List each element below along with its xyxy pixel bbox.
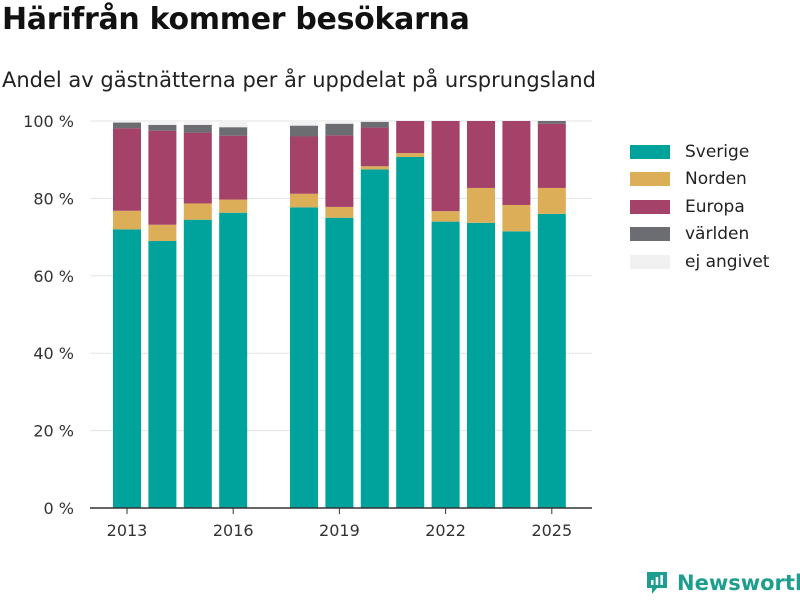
- legend-label: världen: [685, 224, 750, 245]
- legend-swatch: [630, 199, 670, 214]
- bar-segment-ej-angivet-2019: [325, 121, 354, 124]
- bar-segment-sverige-2015: [183, 219, 212, 508]
- y-tick-label: 100 %: [23, 112, 74, 131]
- bar-segment-sverige-2021: [396, 156, 425, 508]
- bar-segment-europa-2021: [396, 121, 425, 154]
- bar-segment-världen-2014: [148, 124, 177, 131]
- bar-segment-europa-2015: [183, 132, 212, 204]
- bar-segment-europa-2016: [219, 135, 248, 200]
- chart-legend: Sverige Norden Europa världen ej angivet: [630, 138, 769, 276]
- bar-segment-sverige-2020: [360, 169, 389, 508]
- brand-logo: Newsworthy: [645, 570, 800, 596]
- brand-name: Newsworthy: [677, 571, 800, 595]
- legend-swatch: [630, 144, 670, 159]
- legend-item-världen: världen: [630, 221, 769, 249]
- bar-segment-ej-angivet-2018: [290, 121, 318, 126]
- newsworthy-logo-icon: [647, 572, 667, 594]
- bar-segment-ej-angivet-2016: [219, 121, 248, 128]
- chart-subtitle: Andel av gästnätterna per år uppdelat på…: [2, 68, 596, 92]
- bar-segment-norden-2013: [113, 210, 141, 230]
- bar-segment-världen-2020: [360, 121, 389, 128]
- bar-segment-sverige-2023: [467, 222, 495, 508]
- bar-segment-norden-2015: [183, 203, 212, 220]
- bar-segment-norden-2019: [325, 206, 354, 218]
- bar-segment-norden-2014: [148, 224, 177, 241]
- y-tick-label: 0 %: [44, 499, 74, 518]
- bar-segment-europa-2013: [113, 128, 141, 211]
- chart-title: Härifrån kommer besökarna: [2, 2, 470, 37]
- legend-label: ej angivet: [685, 251, 770, 272]
- bar-segment-norden-2018: [290, 193, 318, 208]
- bar-segment-sverige-2018: [290, 207, 318, 508]
- bar-segment-ej-angivet-2013: [113, 121, 141, 123]
- legend-item-europa: Europa: [630, 193, 769, 221]
- bar-segment-ej-angivet-2020: [360, 121, 389, 122]
- bar-segment-europa-2025: [537, 123, 566, 188]
- legend-swatch: [630, 254, 670, 269]
- bar-segment-världen-2016: [219, 127, 248, 136]
- legend-label: Europa: [685, 196, 745, 217]
- bar-segment-sverige-2016: [219, 212, 248, 508]
- legend-label: Sverige: [685, 141, 750, 162]
- x-tick-label: 2022: [425, 521, 466, 540]
- x-tick-label: 2025: [531, 521, 572, 540]
- x-tick-label: 2016: [213, 521, 254, 540]
- bar-segment-europa-2024: [502, 121, 531, 205]
- bar-segment-europa-2019: [325, 135, 354, 207]
- bar-segment-sverige-2024: [502, 231, 531, 509]
- bar-segment-norden-2023: [467, 187, 495, 223]
- legend-swatch: [630, 227, 670, 242]
- bar-segment-sverige-2013: [113, 229, 141, 509]
- bar-segment-norden-2024: [502, 204, 531, 232]
- bar-segment-norden-2022: [431, 211, 460, 222]
- x-tick-label: 2019: [319, 521, 360, 540]
- bar-segment-sverige-2014: [148, 240, 177, 508]
- bar-segment-europa-2020: [360, 127, 389, 167]
- bar-segment-världen-2019: [325, 123, 354, 136]
- legend-item-norden: Norden: [630, 166, 769, 194]
- legend-item-sverige: Sverige: [630, 138, 769, 166]
- bar-segment-europa-2023: [467, 121, 495, 188]
- y-tick-label: 80 %: [33, 189, 74, 208]
- bar-segment-europa-2022: [431, 121, 460, 212]
- bar-segment-världen-2013: [113, 122, 141, 129]
- legend-swatch: [630, 172, 670, 187]
- bar-segment-norden-2021: [396, 153, 425, 157]
- x-tick-label: 2013: [107, 521, 148, 540]
- bar-segment-världen-2018: [290, 125, 318, 137]
- y-tick-label: 40 %: [33, 344, 74, 363]
- bar-segment-europa-2018: [290, 136, 318, 194]
- bar-segment-norden-2025: [537, 187, 566, 214]
- bar-segment-världen-2025: [537, 121, 566, 124]
- bar-segment-ej-angivet-2015: [183, 121, 212, 125]
- bar-segment-sverige-2025: [537, 213, 566, 508]
- y-tick-label: 20 %: [33, 422, 74, 441]
- bar-segment-norden-2016: [219, 199, 248, 213]
- y-tick-label: 60 %: [33, 267, 74, 286]
- legend-item-ej-angivet: ej angivet: [630, 248, 769, 276]
- bar-segment-europa-2014: [148, 130, 177, 225]
- bar-segment-sverige-2019: [325, 217, 354, 508]
- bar-segment-ej-angivet-2014: [148, 121, 177, 125]
- bar-segment-sverige-2022: [431, 221, 460, 508]
- bar-segment-världen-2015: [183, 124, 212, 133]
- bar-segment-norden-2020: [360, 166, 389, 170]
- legend-label: Norden: [685, 169, 747, 190]
